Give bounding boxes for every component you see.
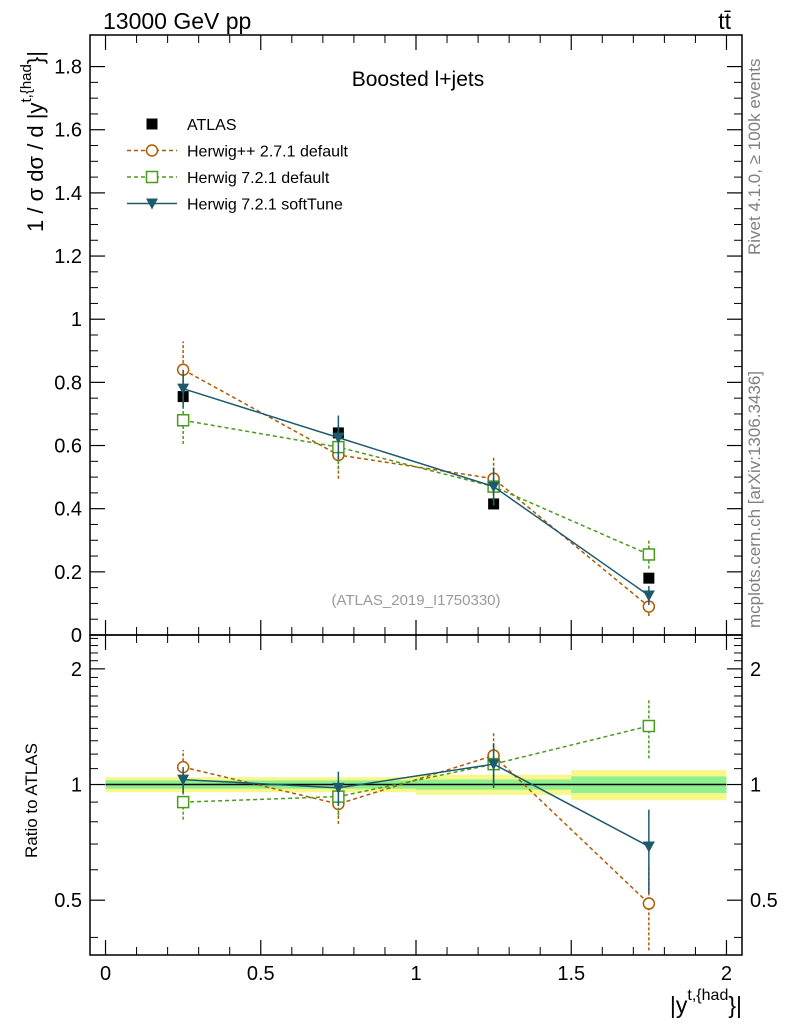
ratio-y-tick-label: 1 [71,775,82,797]
legend: ATLAS Herwig++ 2.7.1 default Herwig 7.2.1 … [127,117,349,214]
ratio-panel: 0.5 0.5 1 1 2 2 0 0.5 1 1.5 2 Ratio to ATLAS [22,634,778,985]
ratio-y-tick-label-right: 2 [750,659,761,681]
mcplots-site-label: mcplots.cern.ch [arXiv:1306.3436] [745,371,764,628]
main-y-tick-label: 0 [71,625,82,647]
x-tick-label: 0.5 [247,963,275,985]
data-point-herwig-7-2-1-softtune [332,432,345,444]
x-tick-label: 2 [721,963,732,985]
series-line-herwig-7-2-1-default [183,419,650,556]
data-point-herwig-7-2-1-softtune [487,481,500,493]
ratio-series-herwig-2-7-1-default [176,733,656,951]
ratio-series-herwig-7-2-1-softtune [177,743,655,894]
ratio-line-herwig-7-2-1-default [183,725,650,803]
rivet-version-label: Rivet 4.1.0, ≥ 100k events [745,59,764,255]
data-point-atlas [643,572,655,584]
ratio-axis-ticks: 0.5 0.5 1 1 2 2 0 0.5 1 1.5 2 [54,635,778,985]
legend-item-atlas: ATLAS [146,117,237,134]
main-y-tick-label: 0.2 [54,562,82,584]
main-y-tick-label: 1 [71,309,82,331]
ratio-point-herwig-7-2-1-softtune [487,759,500,771]
ratio-line-herwig-7-2-1-softtune [183,763,650,848]
analysis-id-label: (ATLAS_2019_I1750330) [331,592,500,609]
data-point-herwig-7-2-1-softtune [642,590,655,602]
data-point-herwig-7-2-1-default [176,414,190,427]
ratio-point-herwig-7-2-1-softtune [177,774,190,786]
main-y-tick-label: 0.6 [54,436,82,458]
ratio-y-tick-label: 2 [71,659,82,681]
energy-label: 13000 GeV pp [103,8,251,34]
ratio-series-herwig-7-2-1-default [176,698,656,820]
legend-label: Herwig++ 2.7.1 default [187,144,349,161]
legend-marker [145,144,159,157]
ratio-y-tick-label-right: 1 [750,775,761,797]
ratio-reference-band [105,770,727,801]
series-herwig-7-2-1-softtune [177,369,655,605]
main-data-marks [176,341,656,617]
data-point-herwig-7-2-1-default [642,548,656,561]
legend-marker [146,118,158,130]
ratio-point-herwig-7-2-1-softtune [332,782,345,794]
ratio-point-herwig-7-2-1-default [176,795,190,809]
main-y-tick-label: 1.4 [54,183,82,205]
x-axis-label: |yt,{had}| [670,987,742,1018]
legend-label: Herwig 7.2.1 softTune [187,197,343,214]
ratio-y-tick-label-right: 0.5 [750,890,778,912]
ratio-point-herwig-7-2-1-default [642,719,656,733]
ratio-point-herwig-7-2-1-softtune [642,841,655,853]
legend-item-herwig-7-2-1-softtune: Herwig 7.2.1 softTune [127,197,343,214]
series-atlas [177,390,655,584]
main-y-tick-label: 1.2 [54,246,82,268]
legend-marker [145,170,159,184]
ratio-y-tick-label: 0.5 [54,890,82,912]
series-herwig-7-2-1-default [176,396,656,569]
main-y-tick-label: 1.6 [54,120,82,142]
process-label: tt̄ [718,8,731,34]
x-tick-label: 1.5 [557,963,585,985]
legend-label: ATLAS [187,117,237,134]
chart-title: Boosted l+jets [352,68,485,91]
main-y-tick-label: 0.8 [54,372,82,394]
main-y-axis-label: 1 / σ dσ / d |yt,{had}| [18,51,48,232]
series-herwig-2-7-1-default [176,341,656,617]
legend-item-herwig-7-2-1-default: Herwig 7.2.1 default [127,170,330,187]
main-axis-ticks: 0 0.2 0.4 0.6 0.8 1 1.2 1.4 1.6 1.8 [54,35,742,647]
x-tick-label: 1 [410,963,421,985]
ratio-data-marks [176,698,656,951]
legend-item-herwig-2-7-1-default: Herwig++ 2.7.1 default [127,144,349,161]
series-line-herwig-2-7-1-default [182,369,650,608]
ratio-point-herwig-2-7-1-default [642,897,656,910]
x-tick-label: 0 [100,963,111,985]
legend-marker [146,198,158,210]
main-panel: 0 0.2 0.4 0.6 0.8 1 1.2 1.4 1.6 1.8 Boosted l+jet… [18,34,743,647]
ratio-y-axis-label: Ratio to ATLAS [22,743,41,858]
legend-label: Herwig 7.2.1 default [187,170,330,187]
main-y-tick-label: 1.8 [54,57,82,79]
series-line-herwig-7-2-1-softtune [182,387,650,597]
data-point-herwig-7-2-1-softtune [177,383,190,395]
main-y-tick-label: 0.4 [54,499,82,521]
